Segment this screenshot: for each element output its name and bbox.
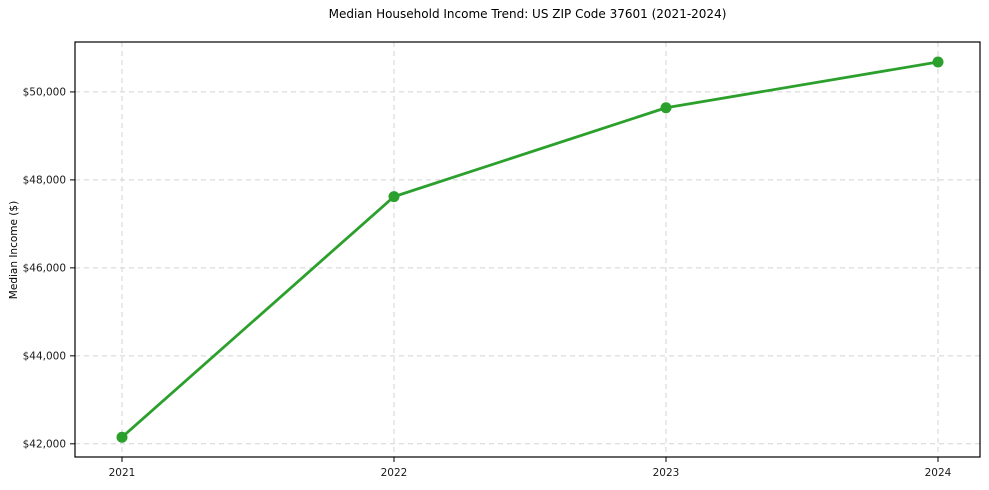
data-point [116, 431, 128, 443]
data-point [660, 102, 672, 114]
chart-title: Median Household Income Trend: US ZIP Co… [328, 7, 727, 21]
y-tick-label: $42,000 [23, 438, 66, 450]
y-tick-label: $44,000 [23, 350, 66, 362]
x-tick-label: 2023 [653, 467, 680, 479]
data-point [932, 56, 944, 68]
x-tick-label: 2022 [381, 467, 408, 479]
x-tick-label: 2024 [925, 467, 952, 479]
y-tick-label: $50,000 [23, 86, 66, 98]
y-tick-label: $46,000 [23, 262, 66, 274]
plot-border [74, 41, 981, 458]
x-tick-label: 2021 [109, 467, 136, 479]
trend-line [120, 60, 940, 439]
y-tick-label: $48,000 [23, 174, 66, 186]
data-point [388, 191, 400, 203]
